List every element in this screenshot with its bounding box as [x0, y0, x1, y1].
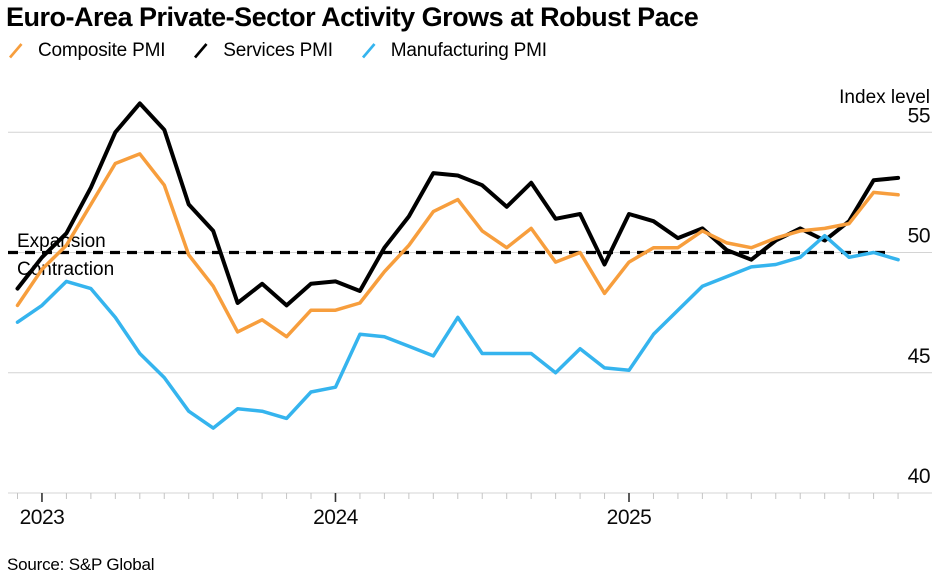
- legend-label-composite: Composite PMI: [38, 40, 166, 61]
- legend-item-composite: Composite PMI: [6, 40, 165, 62]
- pmi-line-chart: Index level Expansion Contraction 55 50 45…: [8, 87, 932, 529]
- x-tick-label-2023: 2023: [20, 506, 65, 529]
- manufacturing-line-icon: [361, 43, 376, 59]
- series-services-pmi: [15, 101, 901, 308]
- legend: Composite PMI Services PMI Manufacturing…: [6, 40, 573, 62]
- contraction-label: Contraction: [17, 259, 114, 280]
- y-axis-unit-label: Index level: [839, 87, 930, 108]
- series-composite-pmi: [15, 152, 900, 339]
- y-tick-label-50: 50: [908, 225, 930, 248]
- chart-title: Euro-Area Private-Sector Activity Grows …: [6, 2, 699, 32]
- legend-item-manufacturing: Manufacturing PMI: [359, 40, 547, 62]
- services-line-icon: [194, 43, 208, 59]
- legend-label-manufacturing: Manufacturing PMI: [390, 40, 547, 61]
- expansion-label: Expansion: [17, 231, 106, 252]
- legend-item-services: Services PMI: [191, 40, 333, 62]
- y-tick-label-55: 55: [908, 104, 930, 127]
- x-tick-label-2025: 2025: [607, 506, 652, 529]
- x-tick-label-2024: 2024: [313, 506, 359, 529]
- legend-label-services: Services PMI: [223, 40, 333, 61]
- y-tick-label-45: 45: [908, 345, 930, 368]
- y-tick-label-40: 40: [908, 465, 930, 488]
- series-manufacturing-pmi: [15, 233, 900, 430]
- composite-line-icon: [8, 43, 23, 59]
- source-label: Source: S&P Global: [7, 555, 155, 574]
